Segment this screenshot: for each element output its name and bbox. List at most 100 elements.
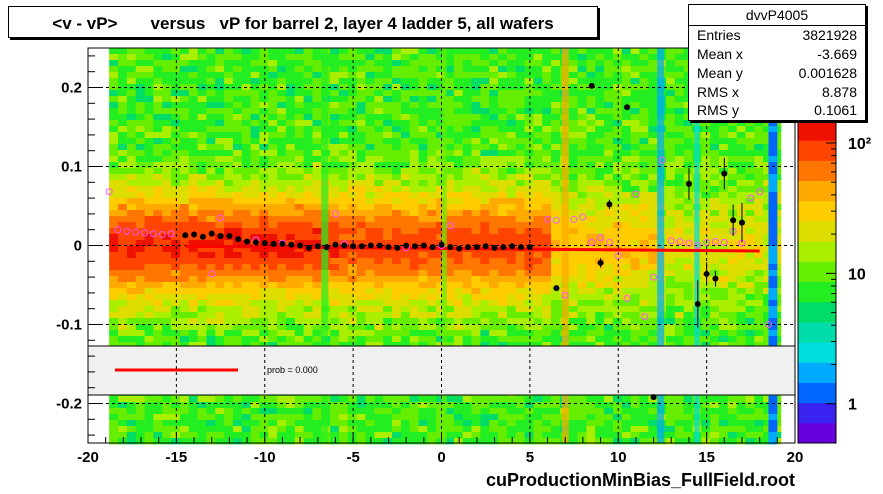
heatmap-cell: [144, 210, 154, 217]
heatmap-cell: [188, 162, 198, 169]
heatmap-cell: [427, 78, 437, 85]
heatmap-cell: [436, 48, 446, 55]
heatmap-cell: [453, 258, 464, 265]
heatmap-cell: [621, 222, 632, 229]
heatmap-cell: [533, 126, 543, 133]
heatmap-cell: [542, 210, 552, 217]
heatmap-cell: [347, 426, 358, 433]
heatmap-cell: [250, 126, 260, 133]
heatmap-cell: [542, 438, 552, 445]
heatmap-cell: [551, 258, 561, 265]
heatmap-cell: [436, 108, 446, 115]
heatmap-cell: [604, 54, 614, 61]
heatmap-cell: [197, 60, 207, 67]
heatmap-cell: [277, 162, 287, 169]
heatmap-cell: [153, 300, 163, 307]
heatmap-cell: [118, 414, 128, 421]
heatmap-cell: [586, 408, 596, 415]
heatmap-cell: [330, 108, 340, 115]
heatmap-cell: [515, 192, 525, 199]
heatmap-cell: [471, 138, 481, 145]
heatmap-cell: [754, 138, 764, 145]
heatmap-cell: [445, 174, 455, 181]
heatmap-cell: [612, 54, 623, 61]
heatmap-cell: [162, 330, 172, 337]
heatmap-cell: [533, 210, 543, 217]
heatmap-cell: [710, 312, 720, 319]
heatmap-cell: [736, 120, 746, 127]
heatmap-cell: [586, 258, 596, 265]
heatmap-cell: [524, 432, 534, 439]
heatmap-cell: [179, 126, 190, 133]
heatmap-cell: [621, 432, 632, 439]
heatmap-cell: [665, 342, 676, 349]
heatmap-cell: [471, 342, 481, 349]
heatmap-cell: [400, 210, 411, 217]
heatmap-cell: [453, 60, 464, 67]
heatmap-cell: [197, 426, 207, 433]
heatmap-cell: [374, 222, 384, 229]
heatmap-cell: [206, 270, 216, 277]
heatmap-cell: [232, 240, 243, 247]
heatmap-cell: [710, 270, 720, 277]
heatmap-cell: [250, 270, 260, 277]
heatmap-cell: [392, 228, 402, 235]
heatmap-cell: [126, 252, 137, 259]
heatmap-cell: [436, 330, 446, 337]
heatmap-cell: [665, 186, 676, 193]
heatmap-cell: [188, 54, 198, 61]
heatmap-cell: [347, 300, 358, 307]
heatmap-cell: [665, 288, 676, 295]
heatmap-cell: [568, 72, 578, 79]
heatmap-cell: [453, 420, 464, 427]
heatmap-cell: [674, 72, 685, 79]
heatmap-cell: [436, 432, 446, 439]
heatmap-cell: [506, 222, 517, 229]
heatmap-cell: [595, 396, 605, 403]
heatmap-cell: [118, 168, 128, 175]
heatmap-cell: [418, 252, 428, 259]
heatmap-cell: [188, 66, 198, 73]
heatmap-cell: [612, 402, 623, 409]
heatmap-cell: [736, 294, 746, 301]
heatmap-cell: [383, 312, 393, 319]
heatmap-cell: [330, 180, 340, 187]
heatmap-cell: [215, 318, 225, 325]
heatmap-cell: [489, 120, 499, 127]
heatmap-cell: [710, 306, 720, 313]
heatmap-cell: [294, 180, 305, 187]
heatmap-cell: [303, 312, 313, 319]
heatmap-cell: [259, 180, 269, 187]
heatmap-cell: [462, 60, 472, 67]
heatmap-cell: [727, 186, 738, 193]
heatmap-cell: [277, 438, 287, 445]
heatmap-cell: [347, 66, 358, 73]
heatmap-cell: [542, 66, 552, 73]
heatmap-cell: [374, 120, 384, 127]
heatmap-cell: [612, 300, 623, 307]
heatmap-cell: [171, 90, 181, 97]
heatmap-cell: [595, 420, 605, 427]
heatmap-cell: [392, 72, 402, 79]
heatmap-cell: [462, 234, 472, 241]
heatmap-cell: [215, 60, 225, 67]
heatmap-cell: [639, 150, 649, 157]
heatmap-cell: [727, 336, 738, 343]
heatmap-cell: [745, 138, 755, 145]
heatmap-cell: [303, 288, 313, 295]
heatmap-cell: [489, 66, 499, 73]
heatmap-cell: [188, 258, 198, 265]
heatmap-cell: [250, 114, 260, 121]
heatmap-cell: [754, 306, 764, 313]
heatmap-cell: [232, 150, 243, 157]
heatmap-cell: [250, 264, 260, 271]
heatmap-cell: [718, 426, 729, 433]
heatmap-cell: [259, 102, 269, 109]
heatmap-cell: [568, 306, 578, 313]
heatmap-cell: [630, 150, 640, 157]
heatmap-cell: [171, 198, 181, 205]
heatmap-cell: [232, 432, 243, 439]
heatmap-cell: [506, 438, 517, 445]
heatmap-cell: [356, 294, 366, 301]
heatmap-cell: [595, 270, 605, 277]
